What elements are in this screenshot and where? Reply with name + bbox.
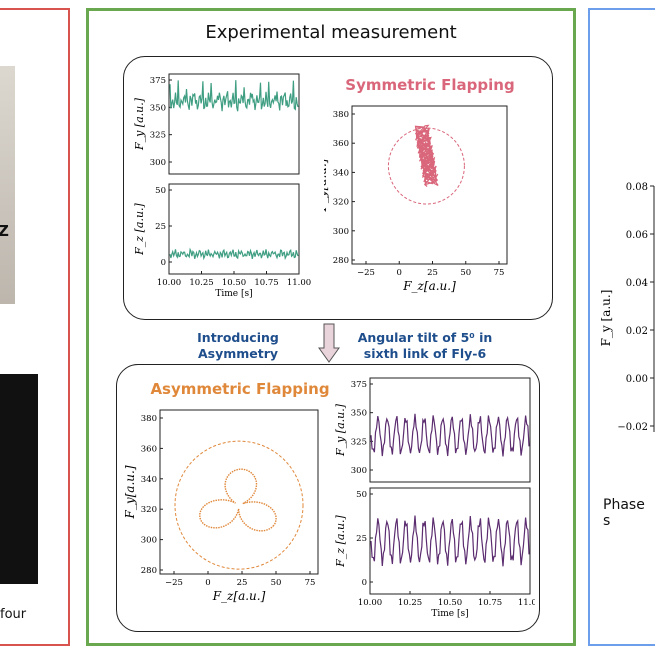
phase-xtick-label: −25 <box>357 268 375 278</box>
phase-xtick-label: 75 <box>494 268 505 278</box>
phase-ylabel: F_y[a.u.] <box>123 465 137 519</box>
fy-tick-label: 325 <box>351 437 367 447</box>
phase-xtick-label: 0 <box>205 578 210 588</box>
time-tick-label: 10.00 <box>358 598 382 608</box>
fy-tick-label: 350 <box>150 103 166 113</box>
right-ytick-group: 0.08 0.06 0.04 0.02 0.00 −0.02 <box>617 182 654 433</box>
phase-trajectory <box>414 124 439 187</box>
phase-ytick-label: 360 <box>141 444 157 454</box>
phase-ytick-label: 340 <box>333 168 349 178</box>
asymmetric-phase-plot: 380 360 340 320 300 280 −25 0 25 50 75 F_z[a.u.] F_y… <box>123 409 319 603</box>
fz-tick-label: 25 <box>155 222 166 232</box>
time-axis-label: Time [s] <box>431 609 468 619</box>
phase-ytick-label: 280 <box>333 256 349 266</box>
symmetric-title: Symmetric Flapping <box>345 76 515 94</box>
phase-ytick-label: 340 <box>141 475 157 485</box>
symmetric-phase-plot: 380 360 340 320 300 280 −25 0 25 50 75 F_z[a.u.] F_y… <box>324 105 508 293</box>
fz-axes-frame <box>168 183 300 275</box>
symmetric-timeseries: 375 350 325 300 F_y [a.u.] 50 25 0 F_z [a.u.] 10.… <box>133 73 311 299</box>
fy-axes-frame <box>369 377 531 483</box>
right-panel-frame <box>588 8 655 646</box>
right-ytick-label: 0.08 <box>626 182 648 193</box>
phase-xtick-label: 50 <box>271 578 282 588</box>
right-ytick-label: 0.06 <box>626 230 648 241</box>
right-ytick-label: −0.02 <box>617 422 648 433</box>
left-panel-frame <box>0 8 70 646</box>
phase-axes-frame <box>351 105 508 265</box>
fy-tick-label: 350 <box>351 409 367 419</box>
experiment-photo-bottom <box>0 374 38 584</box>
phase-limit-circle <box>387 127 465 205</box>
right-ytick-label: 0.02 <box>626 326 648 337</box>
down-arrow-icon <box>318 323 340 363</box>
phase-limit-circle <box>174 440 304 570</box>
fy-tick-label: 375 <box>351 380 367 390</box>
fy-axis-label: F_y [a.u.] <box>334 403 347 457</box>
phase-xtick-label: 25 <box>237 578 248 588</box>
right-ylabel: F_y [a.u.] <box>599 290 613 347</box>
experimental-panel-frame <box>86 8 576 646</box>
time-tick-label: 10.75 <box>254 278 278 288</box>
page-title: Experimental measurement <box>205 22 457 43</box>
photo-letter: Z <box>0 222 9 240</box>
phase-xtick-label: 0 <box>397 268 402 278</box>
fz-axis-label: F_z [a.u.] <box>133 202 146 255</box>
fz-signal-line <box>169 247 299 261</box>
fy-signal-line <box>169 80 299 112</box>
phase-xtick-label: 75 <box>305 578 316 588</box>
right-phase-plot: 0.08 0.06 0.04 0.02 0.00 −0.02 F_y [a.u.] <box>599 182 655 433</box>
introducing-asymmetry-note: Introducing Asymmetry <box>197 330 279 361</box>
time-tick-label: 11.00 <box>518 598 535 608</box>
angular-tilt-note: Angular tilt of 5⁰ in sixth link of Fly-… <box>357 330 493 361</box>
fy-signal-line <box>370 413 530 457</box>
symmetric-flapping-box <box>123 56 553 320</box>
phase-xtick-label: 50 <box>460 268 471 278</box>
experiment-photo-top <box>0 66 15 304</box>
phase-ytick-label: 320 <box>333 198 349 208</box>
phase-xtick-label: 25 <box>427 268 438 278</box>
time-tick-label: 10.25 <box>189 278 213 288</box>
fz-tick-label: 50 <box>356 490 367 500</box>
right-ytick-label: 0.00 <box>626 374 648 385</box>
phase-ytick-label: 380 <box>333 110 349 120</box>
phase-axes-frame <box>159 409 319 575</box>
time-axis-label: Time [s] <box>215 289 252 299</box>
fy-tick-label: 300 <box>351 466 367 476</box>
time-tick-label: 10.50 <box>438 598 462 608</box>
phase-ytick-label: 320 <box>141 505 157 515</box>
fz-signal-line <box>370 515 530 567</box>
phase-ytick-label: 360 <box>333 139 349 149</box>
phase-ylabel: F_y[a.u.] <box>324 158 329 212</box>
right-caption-fragment: Phase s <box>603 497 645 529</box>
phase-ytick-label: 380 <box>141 414 157 424</box>
fz-tick-label: 25 <box>356 534 367 544</box>
phase-ytick-label: 300 <box>141 536 157 546</box>
asymmetric-flapping-box <box>116 364 540 632</box>
fz-tick-label: 50 <box>155 186 166 196</box>
phase-xlabel: F_z[a.u.] <box>402 279 456 293</box>
fy-tick-label: 300 <box>150 158 166 168</box>
time-tick-label: 10.00 <box>157 278 181 288</box>
phase-xtick-label: −25 <box>165 578 183 588</box>
time-tick-label: 10.25 <box>398 598 422 608</box>
right-ytick-label: 0.04 <box>626 278 648 289</box>
phase-xlabel: F_z[a.u.] <box>212 589 266 603</box>
phase-ytick-label: 280 <box>141 566 157 576</box>
asymmetric-timeseries: 375 350 325 300 F_y [a.u.] 50 25 0 F_z [a.u.] 10.… <box>334 377 535 619</box>
fy-tick-label: 325 <box>150 131 166 141</box>
fz-tick-label: 0 <box>362 578 367 588</box>
fz-axis-label: F_z [a.u.] <box>334 514 347 567</box>
fy-tick-label: 375 <box>150 76 166 86</box>
fy-axis-label: F_y [a.u.] <box>133 97 146 151</box>
phase-trajectory <box>199 468 277 532</box>
fy-axes-frame <box>168 73 300 175</box>
phase-ytick-label: 300 <box>333 227 349 237</box>
fz-tick-label: 0 <box>161 258 166 268</box>
asymmetric-title: Asymmetric Flapping <box>150 380 330 398</box>
time-tick-label: 10.50 <box>222 278 246 288</box>
left-caption-fragment: four <box>0 607 27 622</box>
time-tick-label: 11.00 <box>287 278 311 288</box>
time-tick-label: 10.75 <box>478 598 502 608</box>
